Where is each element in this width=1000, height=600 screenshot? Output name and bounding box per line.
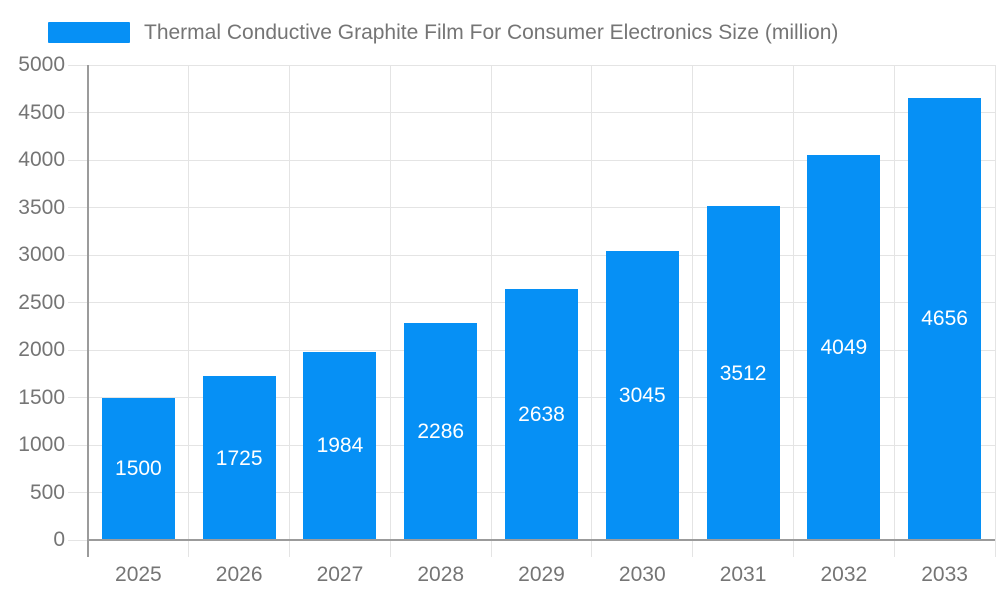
v-gridline [994,65,996,557]
x-axis-tick-label: 2032 [820,563,868,586]
bar-value-label: 1725 [215,446,263,470]
bar: 4049 [807,155,881,540]
h-gridline [68,112,995,113]
bar: 3045 [605,250,679,540]
x-axis-tick-label: 2031 [719,563,767,586]
x-axis-line [88,539,995,541]
x-axis-tick-label: 2030 [618,563,666,586]
bar: 4656 [908,97,982,540]
v-gridline [389,65,391,557]
bar-value-label: 2286 [417,419,465,443]
h-gridline [68,207,995,208]
v-gridline [490,65,492,557]
x-axis-tick-label: 2026 [215,563,263,586]
y-axis-tick-label: 1500 [18,385,65,409]
x-axis-tick-label: 2028 [417,563,465,586]
v-gridline [692,65,694,557]
x-axis-tick-label: 2033 [921,563,968,586]
y-axis-line [87,65,89,557]
bar: 2286 [404,322,478,540]
h-gridline [68,159,995,161]
chart-title: Thermal Conductive Graphite Film For Con… [144,21,839,44]
v-gridline [792,65,794,557]
v-gridline [591,65,593,557]
h-gridline [68,64,995,66]
x-axis-tick-label: 2025 [115,563,162,586]
legend-swatch-icon [48,22,130,43]
bar: 3512 [706,206,780,540]
x-axis-tick-label: 2029 [518,563,565,586]
bar-value-label: 2638 [518,403,565,427]
bar: 1984 [303,351,377,540]
bar-value-label: 1500 [115,457,162,481]
y-axis-tick-label: 0 [53,528,65,551]
legend-item[interactable]: Thermal Conductive Graphite Film For Con… [48,22,838,43]
v-gridline [188,65,190,557]
y-axis-tick-label: 4500 [18,100,65,124]
bar-value-label: 4049 [820,336,868,360]
h-gridline [68,254,995,256]
bar: 1725 [202,376,276,540]
y-axis-tick-label: 500 [29,480,65,504]
y-axis-tick-label: 2000 [18,338,65,361]
y-axis-tick-label: 5000 [18,53,65,76]
bar: 2638 [505,289,578,540]
y-axis-tick-label: 2500 [18,290,65,314]
v-gridline [893,65,895,557]
y-axis-tick-label: 3000 [18,243,65,266]
bar-value-label: 4656 [921,307,968,331]
bar-value-label: 3512 [719,361,767,385]
bar-value-label: 1984 [316,434,364,458]
bar: 1500 [101,397,175,540]
bar-value-label: 3045 [618,383,666,407]
y-axis-tick-label: 1000 [18,433,65,456]
v-gridline [289,65,291,557]
y-axis-tick-label: 3500 [18,195,65,219]
y-axis-tick-label: 4000 [18,148,65,171]
x-axis-tick-label: 2027 [316,563,364,586]
